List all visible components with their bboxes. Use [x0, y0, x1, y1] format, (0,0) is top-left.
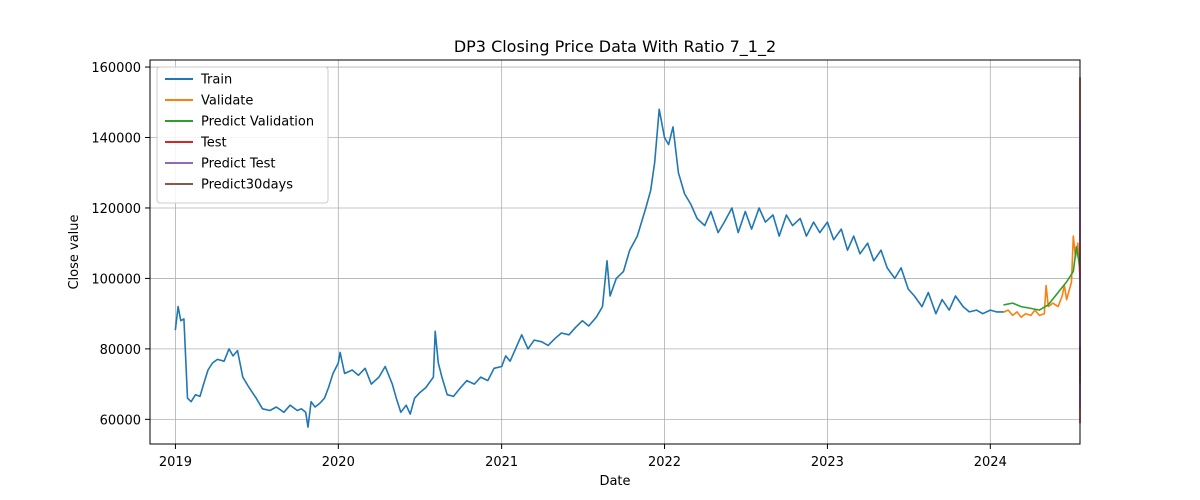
legend-box [156, 66, 329, 204]
y-axis: 60000 80000 100000 120000 140000 160000 [91, 61, 150, 428]
legend-label: Predict Validation [201, 115, 314, 130]
y-axis-title: Close value [67, 214, 82, 289]
chart-title: DP3 Closing Price Data With Ratio 7_1_2 [454, 37, 776, 57]
x-tick-label: 2023 [811, 455, 844, 470]
series-line-validate [1003, 235, 1081, 318]
y-tick-label: 100000 [91, 272, 141, 287]
legend-label: Train [200, 73, 232, 88]
x-tick-label: 2022 [648, 455, 681, 470]
legend-label: Test [200, 136, 227, 151]
legend-label: Validate [201, 94, 253, 109]
series-line-predict-validation [1003, 245, 1081, 311]
legend-label: Predict30days [201, 178, 293, 193]
legend: Train Validate Predict Validation Test Predi… [156, 66, 329, 204]
legend-label: Predict Test [201, 157, 276, 172]
y-tick-label: 120000 [91, 202, 141, 217]
x-tick-label: 2021 [485, 455, 518, 470]
y-tick-label: 140000 [91, 132, 141, 147]
y-tick-label: 60000 [100, 413, 141, 428]
x-tick-label: 2024 [974, 455, 1007, 470]
y-tick-label: 80000 [100, 343, 141, 358]
series-line-train [174, 108, 1005, 428]
y-tick-label: 160000 [91, 61, 141, 76]
x-axis: 2019 2020 2021 2022 2023 2024 [159, 444, 1007, 470]
x-axis-title: Date [599, 474, 630, 489]
x-tick-label: 2019 [159, 455, 192, 470]
plot-frame [149, 59, 1081, 445]
x-tick-label: 2020 [322, 455, 355, 470]
